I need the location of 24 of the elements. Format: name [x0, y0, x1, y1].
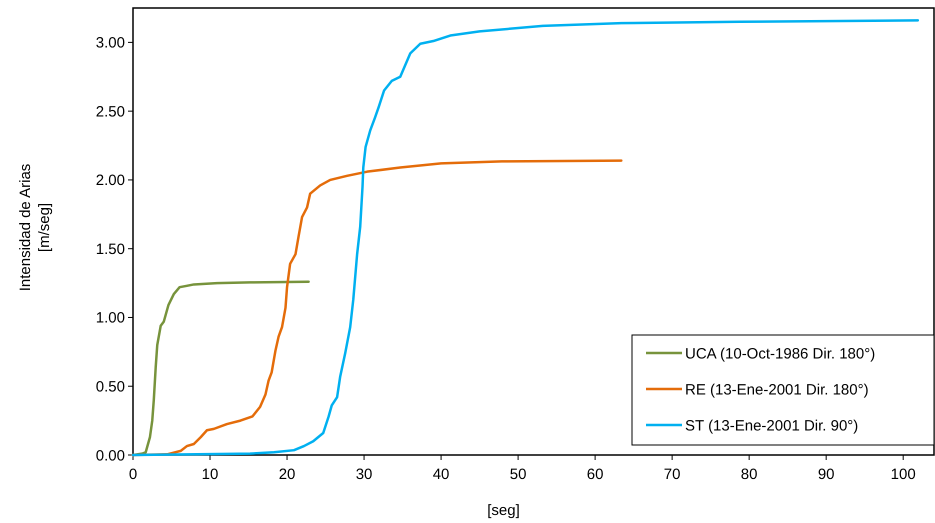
x-tick-label: 80	[740, 466, 758, 483]
y-tick-label: 2.00	[96, 172, 125, 190]
y-tick-label: 0.50	[96, 378, 125, 396]
y-axis-title: Intensidad de Arias [m/seg]	[17, 164, 53, 292]
x-tick-label: 50	[510, 466, 526, 483]
x-tick-label: 40	[432, 466, 450, 483]
y-tick-label: 1.50	[96, 240, 125, 258]
x-tick-label: 90	[818, 466, 835, 483]
x-tick-label: 70	[664, 466, 680, 483]
x-tick-label: 20	[278, 466, 296, 483]
x-tick-label: 60	[586, 466, 604, 483]
x-tick-label: 100	[890, 466, 916, 483]
x-axis-title: [seg]	[487, 502, 520, 519]
y-tick-label: 1.00	[96, 310, 125, 327]
y-tick-label: 0.00	[96, 447, 125, 464]
line-series	[132, 19, 920, 456]
legend-label: ST (13-Ene-2001 Dir. 90°)	[685, 417, 858, 434]
y-tick-label: 2.50	[96, 103, 125, 120]
x-tick-label: 10	[202, 466, 218, 483]
x-tick-label: 30	[356, 466, 372, 483]
legend-label: RE (13-Ene-2001 Dir. 180°)	[685, 381, 869, 398]
x-tick-label: 0	[128, 466, 138, 483]
y-tick-label: 3.00	[96, 34, 125, 52]
legend-label: UCA (10-Oct-1986 Dir. 180°)	[685, 345, 876, 362]
